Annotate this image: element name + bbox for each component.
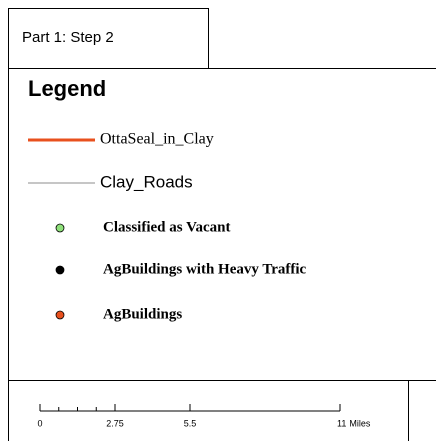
scale-tick-label: 0 (37, 418, 42, 428)
legend-label: Clay_Roads (100, 172, 193, 191)
legend-point-symbol (56, 266, 64, 274)
legend-label: AgBuildings (103, 306, 182, 322)
legend-label: AgBuildings with Heavy Traffic (103, 261, 307, 277)
scale-unit: Miles (349, 418, 371, 428)
legend-point-symbol (56, 311, 64, 319)
scale-tick-label: 2.75 (106, 418, 124, 428)
scale-tick-label: 11 (337, 418, 346, 428)
legend-label: OttaSeal_in_Clay (100, 131, 214, 148)
legend-label: Classified as Vacant (103, 219, 231, 235)
step-title: Part 1: Step 2 (22, 29, 114, 46)
legend-point-symbol (56, 224, 64, 232)
scale-tick-label: 5.5 (184, 418, 197, 428)
legend-title: Legend (28, 76, 106, 101)
